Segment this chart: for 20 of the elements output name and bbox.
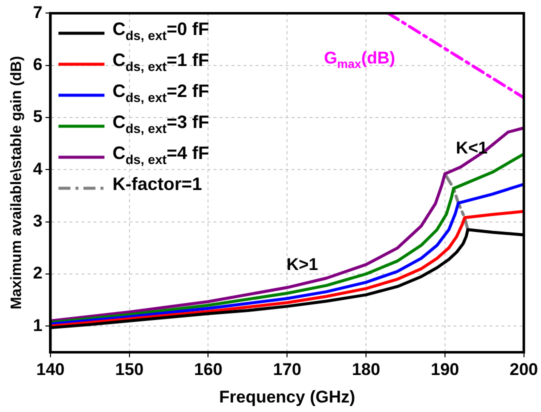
x-tick-label: 180 [352,360,380,380]
y-tick-label: 3 [32,212,42,231]
y-tick-label: 4 [32,159,43,178]
y-tick-label: 6 [32,55,42,74]
x-tick-label: 150 [115,360,144,380]
line-series [443,172,470,232]
x-axis-title: Frequency (GHz) [219,387,356,406]
x-tick-label: 160 [194,360,222,380]
x-tick-label: 170 [272,360,302,380]
y-axis-title: Maximum available\stable gain (dB) [8,56,26,310]
annotation: K>1 [286,254,318,274]
y-tick-label: 5 [32,107,42,126]
y-tick-label: 7 [32,2,42,22]
x-tick-label: 140 [36,360,65,380]
x-tick-label: 190 [430,360,460,380]
x-tick-label: 200 [510,360,538,380]
annotation: K<1 [456,138,488,158]
y-tick-label: 1 [32,316,42,335]
y-tick-label: 2 [32,264,42,283]
legend-label: K-factor=1 [112,174,202,194]
